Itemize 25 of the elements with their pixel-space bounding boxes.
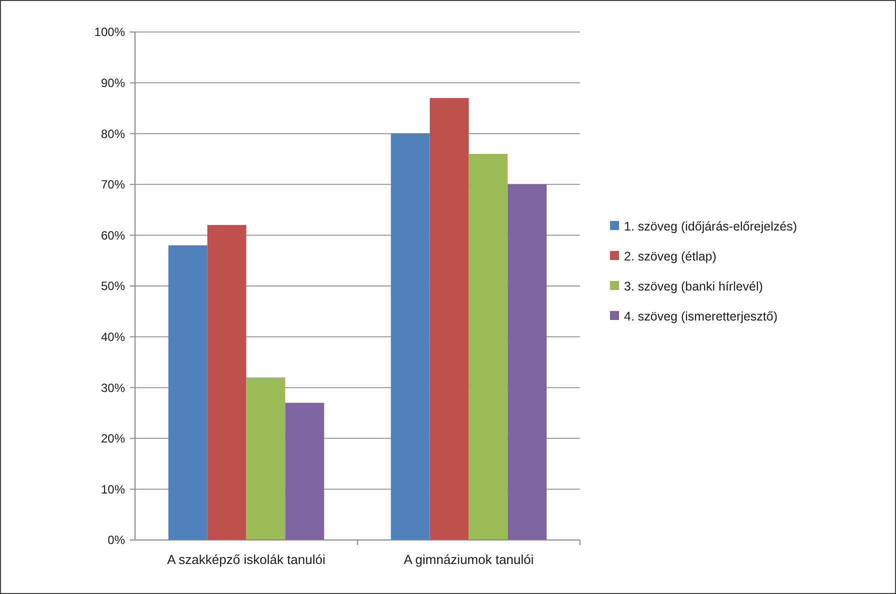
x-tick-label: A szakképző iskolák tanulói [167,552,326,567]
y-tick-label: 30% [100,380,126,395]
y-tick-label: 20% [100,432,126,446]
y-tick-label: 90% [100,76,126,90]
y-tick-label: 40% [100,330,126,344]
y-tick-label: 0% [108,533,126,548]
bar [246,377,286,540]
y-tick-label: 100% [94,25,126,40]
legend-label: 4. szöveg (ismeretterjesztő) [624,309,778,324]
bar [468,154,508,540]
y-tick-label: 70% [100,178,126,192]
legend-label: 3. szöveg (banki hírlevél) [624,279,763,294]
x-tick-label: A gimnáziumok tanulói [404,552,534,567]
bar [207,225,246,540]
bar [390,134,430,540]
y-tick-label: 50% [100,279,126,294]
legend-label: 1. szöveg (időjárás-előrejelzés) [624,219,797,234]
y-tick-label: 10% [100,482,126,496]
legend-label: 2. szöveg (étlap) [624,249,716,264]
bar [430,98,469,540]
y-tick-label: 80% [100,126,126,141]
bar [285,402,324,540]
bar [168,245,208,540]
bar [508,184,547,540]
y-tick-label: 60% [100,228,126,242]
